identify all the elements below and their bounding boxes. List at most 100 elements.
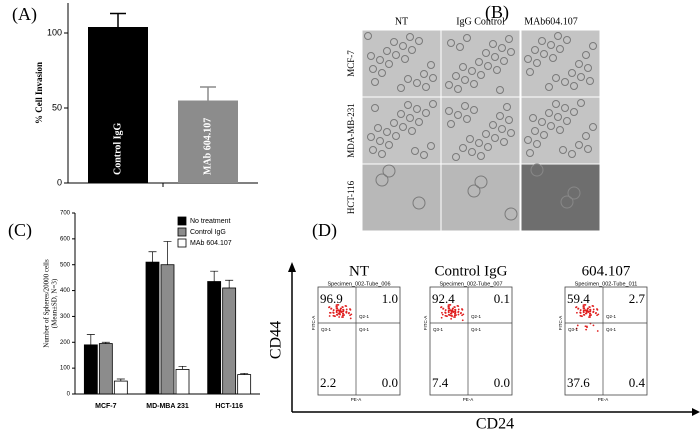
cell bbox=[563, 36, 571, 44]
event bbox=[589, 312, 592, 315]
cell bbox=[463, 34, 471, 42]
cell bbox=[376, 137, 384, 145]
cell bbox=[500, 57, 508, 65]
cell bbox=[408, 46, 416, 54]
event bbox=[442, 307, 444, 310]
cell bbox=[524, 55, 532, 63]
cell bbox=[470, 106, 478, 114]
cell bbox=[466, 135, 474, 143]
event bbox=[585, 328, 588, 331]
cell bbox=[545, 109, 553, 117]
event bbox=[344, 305, 347, 307]
cell bbox=[489, 40, 497, 48]
cell bbox=[484, 62, 492, 70]
cell bbox=[577, 99, 585, 107]
event bbox=[590, 314, 592, 316]
cell bbox=[496, 112, 504, 120]
event bbox=[334, 315, 336, 318]
event bbox=[586, 307, 589, 310]
cell bbox=[401, 55, 409, 63]
event bbox=[441, 313, 444, 316]
event bbox=[592, 324, 595, 327]
cell bbox=[375, 173, 389, 187]
cell bbox=[397, 110, 405, 118]
event bbox=[349, 308, 351, 310]
micrograph bbox=[361, 163, 442, 232]
event bbox=[589, 310, 592, 312]
event bbox=[335, 304, 338, 306]
event bbox=[340, 310, 343, 313]
cell bbox=[552, 100, 560, 108]
cell bbox=[404, 101, 412, 109]
quadrant-percent: 0.0 bbox=[494, 375, 510, 390]
quadrant-name: Q3-1 bbox=[433, 327, 444, 332]
event bbox=[328, 306, 330, 309]
cell bbox=[496, 86, 504, 94]
cell bbox=[549, 54, 557, 62]
x-tick-label: MCF-7 bbox=[95, 403, 116, 410]
event bbox=[444, 309, 447, 312]
cell bbox=[507, 129, 515, 137]
event bbox=[447, 304, 450, 306]
cell bbox=[390, 119, 398, 127]
event bbox=[339, 307, 342, 310]
quadrant-percent: 0.0 bbox=[382, 375, 398, 390]
plot-frame bbox=[317, 286, 401, 396]
cell bbox=[498, 125, 506, 133]
quadrant-percent: 7.4 bbox=[432, 375, 449, 390]
cell bbox=[364, 32, 372, 40]
cell bbox=[422, 83, 430, 91]
cell bbox=[586, 77, 594, 85]
legend-swatch bbox=[177, 216, 187, 226]
error-bar bbox=[225, 279, 234, 288]
legend-label: No treatment bbox=[190, 218, 231, 225]
x-tick-label: HCT-116 bbox=[215, 403, 243, 410]
cell bbox=[413, 79, 421, 87]
cell bbox=[491, 53, 499, 61]
event bbox=[453, 306, 456, 308]
event bbox=[457, 310, 460, 313]
cell bbox=[447, 39, 455, 47]
cell bbox=[411, 147, 419, 155]
bar bbox=[160, 264, 175, 395]
cell bbox=[459, 63, 467, 71]
quadrant-percent: 2.7 bbox=[629, 291, 646, 306]
event bbox=[450, 314, 453, 317]
quadrant-name: Q4-1 bbox=[359, 327, 370, 332]
cell bbox=[378, 150, 386, 158]
cell bbox=[397, 84, 405, 92]
event bbox=[329, 311, 332, 314]
cell bbox=[369, 146, 377, 154]
quadrant-percent: 37.6 bbox=[567, 375, 590, 390]
cell bbox=[383, 128, 391, 136]
cell bbox=[582, 51, 590, 59]
cell bbox=[371, 104, 379, 112]
cell bbox=[468, 67, 476, 75]
event bbox=[582, 304, 585, 306]
plot-title: NT bbox=[349, 263, 369, 279]
event bbox=[582, 307, 585, 310]
cell bbox=[452, 72, 460, 80]
bar-label: Control IgG bbox=[112, 122, 123, 175]
cell bbox=[447, 120, 455, 128]
cell bbox=[533, 59, 541, 67]
cell bbox=[570, 108, 578, 116]
y-axis-label: % Cell Invasion bbox=[34, 62, 44, 124]
error-bar bbox=[86, 334, 95, 345]
cell bbox=[484, 143, 492, 151]
plot-title: Control IgG bbox=[435, 263, 508, 279]
bar bbox=[83, 344, 98, 395]
y-tick-label: 0 bbox=[67, 392, 71, 398]
cell bbox=[399, 123, 407, 131]
cell bbox=[554, 113, 562, 121]
cell bbox=[429, 100, 437, 108]
cell bbox=[575, 60, 583, 68]
error-bar bbox=[148, 251, 157, 263]
event bbox=[451, 310, 454, 313]
cell bbox=[575, 141, 583, 149]
error-bar bbox=[200, 86, 216, 101]
cell bbox=[567, 186, 581, 200]
cell bbox=[498, 44, 506, 52]
cell bbox=[445, 81, 453, 89]
event bbox=[581, 315, 583, 318]
